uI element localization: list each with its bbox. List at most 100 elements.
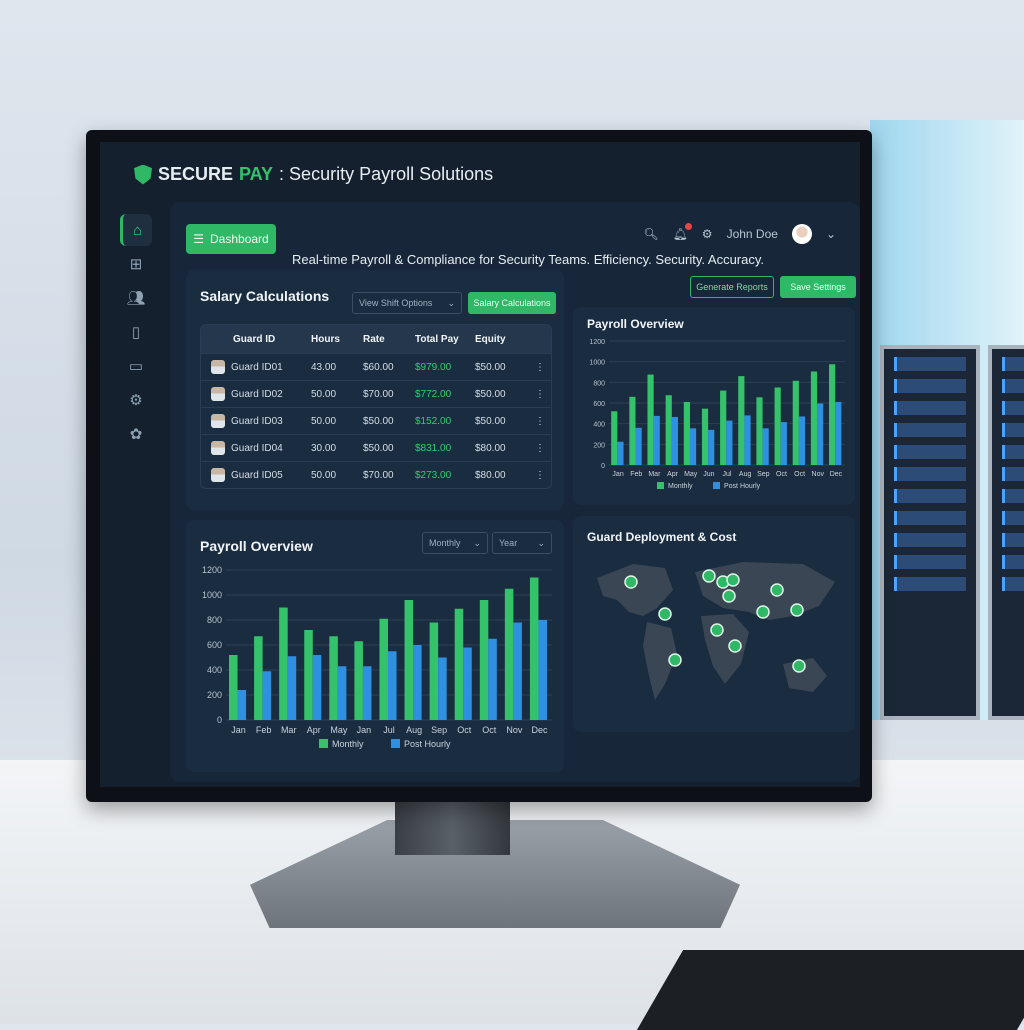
bar <box>689 428 697 465</box>
y-tick-label: 1200 <box>589 339 605 346</box>
generate-reports-button[interactable]: Generate Reports <box>690 276 774 298</box>
table-cell: $831.00 <box>415 442 452 454</box>
location-pin-icon[interactable] <box>702 569 716 583</box>
more-options-icon[interactable]: ⋮ <box>535 415 545 427</box>
location-pin-icon[interactable] <box>658 607 672 621</box>
y-tick-label: 0 <box>217 715 222 725</box>
sidebar-item-payments[interactable]: ▭ <box>120 350 152 382</box>
location-pin-icon[interactable] <box>728 639 742 653</box>
sidebar-item-home[interactable]: ⌂ <box>120 214 152 246</box>
search-icon[interactable]: 🔍︎ <box>643 227 659 241</box>
location-pin-icon[interactable] <box>792 659 806 673</box>
table-header: Guard ID Hours Rate Total Pay Equity <box>201 325 551 353</box>
table-row[interactable]: Guard ID03 50.00 $50.00 $152.00 $50.00 ⋮ <box>201 407 551 434</box>
table-cell: $152.00 <box>415 415 452 427</box>
more-options-icon[interactable]: ⋮ <box>535 388 545 400</box>
location-pin-icon[interactable] <box>668 653 682 667</box>
payroll-chart-small: 0 200 400 600 800 1000 1200 Jan Feb Mar Apr May Jun J… <box>589 339 845 490</box>
legend-label: Monthly <box>332 739 364 749</box>
bar <box>744 415 751 465</box>
location-pin-icon[interactable] <box>756 605 770 619</box>
x-tick-label: Sep <box>757 471 770 478</box>
sidebar-item-settings[interactable]: ⚙ <box>120 384 152 416</box>
server-rack <box>880 345 980 720</box>
sidebar-item-support[interactable]: ✿ <box>120 418 152 450</box>
bar <box>738 376 745 465</box>
location-pin-icon[interactable] <box>790 603 804 617</box>
location-pin-icon[interactable] <box>624 575 638 589</box>
bar <box>792 380 799 465</box>
table-row[interactable]: Guard ID05 50.00 $70.00 $273.00 $80.00 ⋮ <box>201 461 551 488</box>
x-tick-label: Feb <box>630 471 642 478</box>
more-options-icon[interactable]: ⋮ <box>535 469 545 481</box>
bar <box>438 657 447 720</box>
location-pin-icon[interactable] <box>722 589 736 603</box>
x-tick-label: Mar <box>281 725 297 735</box>
support-icon: ✿ <box>129 426 143 443</box>
table-row[interactable]: Guard ID02 50.00 $70.00 $772.00 $50.00 ⋮ <box>201 380 551 407</box>
home-icon: ⌂ <box>132 221 143 239</box>
guard-icon <box>211 360 225 374</box>
settings-icon[interactable]: ⚙ <box>701 227 713 241</box>
bar <box>287 656 297 720</box>
location-pin-icon[interactable] <box>770 583 784 597</box>
period-dropdown[interactable]: Monthly ⌄ <box>422 532 488 554</box>
bar <box>835 401 842 465</box>
column-header: Equity <box>475 333 506 345</box>
table-cell: 50.00 <box>311 415 337 427</box>
gear-icon: ⚙ <box>129 392 143 409</box>
shift-options-dropdown[interactable]: View Shift Options ⌄ <box>352 292 462 314</box>
x-tick-label: May <box>684 471 698 478</box>
app-title: SECURE PAY: Security Payroll Solutions <box>134 164 493 185</box>
world-map[interactable] <box>573 516 855 732</box>
bar <box>810 371 818 465</box>
table-cell: $60.00 <box>363 361 394 373</box>
avatar[interactable] <box>791 224 812 244</box>
x-tick-label: Mar <box>648 471 661 478</box>
column-header: Guard ID <box>233 333 276 345</box>
location-pin-icon[interactable] <box>726 573 740 587</box>
y-tick-label: 0 <box>601 463 605 470</box>
location-pin-icon[interactable] <box>710 623 724 637</box>
dashboard-button[interactable]: ☰ Dashboard <box>186 224 276 254</box>
bar <box>479 600 489 720</box>
y-tick-label: 800 <box>207 615 222 625</box>
north-america <box>597 564 673 616</box>
year-dropdown[interactable]: Year ⌄ <box>492 532 552 554</box>
main-panel: ☰ Dashboard Real-time Payroll & Complianc… <box>170 202 860 782</box>
bar <box>429 622 439 720</box>
salary-table: Guard ID Hours Rate Total Pay Equity Guard ID… <box>200 324 552 489</box>
guard-icon <box>211 387 225 401</box>
user-name[interactable]: John Doe <box>726 227 778 241</box>
table-cell: $50.00 <box>363 415 394 427</box>
x-tick-label: Dec <box>830 471 843 478</box>
chevron-down-icon[interactable]: ⌄ <box>825 227 836 241</box>
screen: SECURE PAY: Security Payroll Solutions ⌂ … <box>100 142 860 787</box>
sidebar-item-documents[interactable]: ▯ <box>120 316 152 348</box>
table-row[interactable]: Guard ID01 43.00 $60.00 $979.00 $50.00 ⋮ <box>201 353 551 380</box>
x-tick-label: Apr <box>307 725 321 735</box>
x-tick-label: Oct <box>776 471 787 478</box>
table-row[interactable]: Guard ID04 30.00 $50.00 $831.00 $80.00 ⋮ <box>201 434 551 461</box>
legend-swatch <box>713 482 720 489</box>
salary-calculations-button[interactable]: Salary Calculations <box>468 292 556 314</box>
table-cell: $70.00 <box>363 388 394 400</box>
notification-icon[interactable]: 🔔︎ <box>672 223 693 241</box>
column-header: Rate <box>363 333 385 345</box>
bar <box>756 397 763 465</box>
chart-title: Payroll Overview <box>200 538 313 554</box>
more-options-icon[interactable]: ⋮ <box>535 361 545 373</box>
sidebar-item-users[interactable]: 👥︎ <box>120 282 152 314</box>
salary-calculations-card: Salary Calculations View Shift Options ⌄ … <box>186 270 564 510</box>
y-tick-label: 1000 <box>202 590 222 600</box>
more-options-icon[interactable]: ⋮ <box>535 442 545 454</box>
x-tick-label: Jul <box>383 725 395 735</box>
salary-title: Salary Calculations <box>200 288 330 304</box>
save-settings-button[interactable]: Save Settings <box>780 276 856 298</box>
x-tick-label: Nov <box>506 725 523 735</box>
sidebar-item-grid[interactable]: ⊞ <box>120 248 152 280</box>
y-tick-label: 600 <box>593 401 605 408</box>
bar <box>611 411 618 465</box>
bar <box>708 429 715 465</box>
y-tick-label: 200 <box>207 690 222 700</box>
